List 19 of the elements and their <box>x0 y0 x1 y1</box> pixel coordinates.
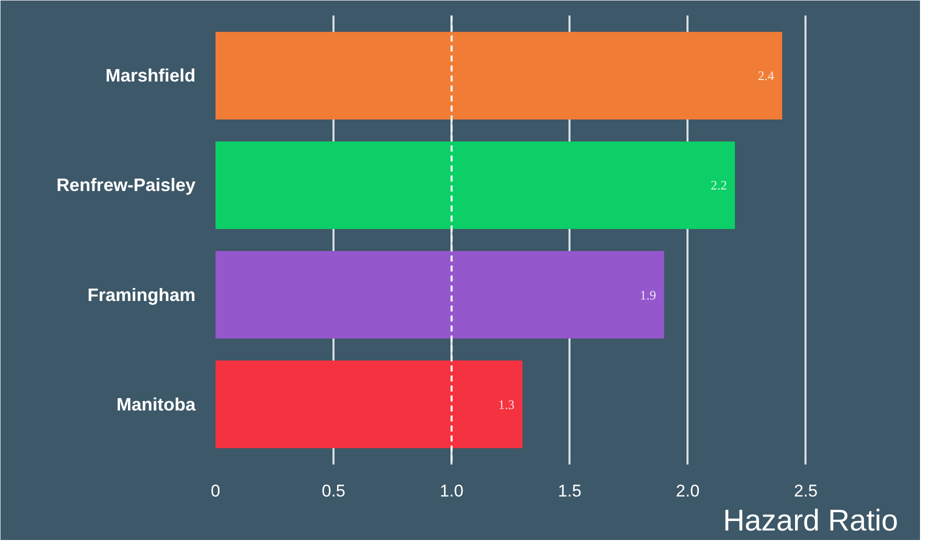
bar <box>216 360 522 448</box>
data-label: 2.4 <box>758 68 775 84</box>
x-tick-label: 1.5 <box>558 482 582 500</box>
bar <box>216 141 735 230</box>
y-tick-label: Marshfield <box>105 66 196 86</box>
x-axis-title: Hazard Ratio <box>722 504 898 538</box>
x-tick-label: 0.5 <box>322 482 346 500</box>
data-label: 1.9 <box>640 287 656 302</box>
x-tick-label: 1.0 <box>440 482 464 500</box>
x-tick-label: 2.0 <box>676 482 700 500</box>
y-tick-label: Manitoba <box>116 394 196 414</box>
data-label: 1.3 <box>498 396 514 412</box>
x-tick-label: 2.5 <box>794 482 818 500</box>
y-tick-label: Framingham <box>87 284 196 305</box>
bar <box>216 250 664 339</box>
bar <box>216 32 782 120</box>
data-label: 2.2 <box>710 178 727 193</box>
y-tick-label: Renfrew-Paisley <box>56 175 196 196</box>
x-tick-label: 0 <box>210 482 220 500</box>
